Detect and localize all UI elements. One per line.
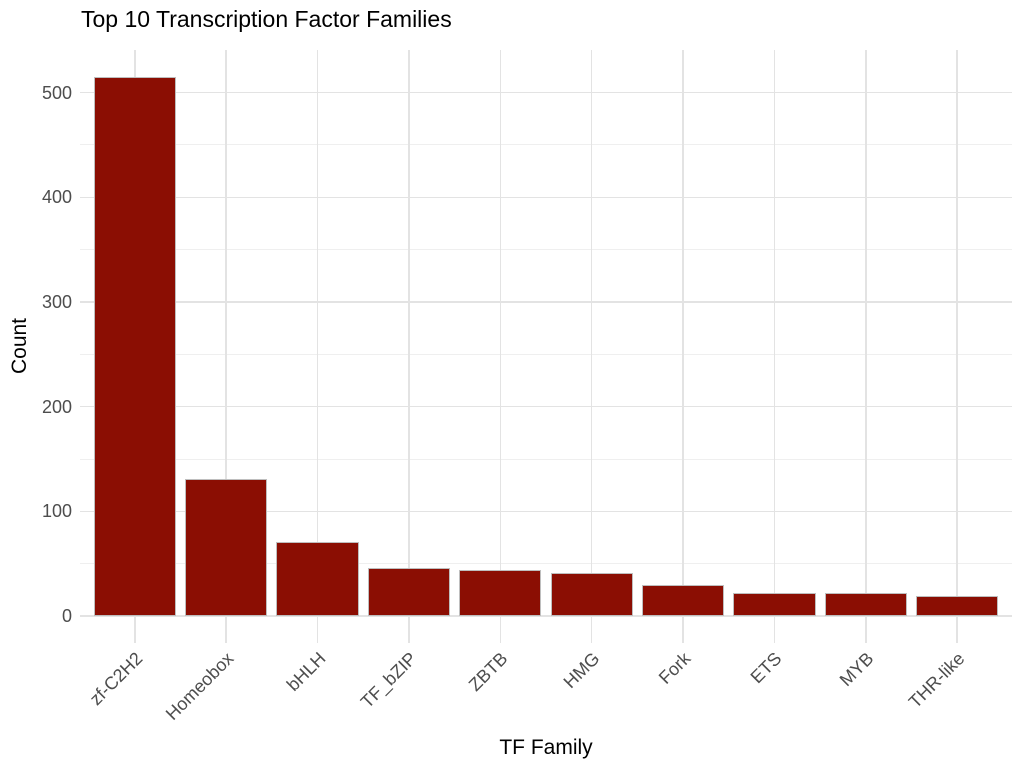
y-gridline-minor — [80, 458, 1012, 460]
y-tick-label: 300 — [41, 292, 72, 312]
y-gridline-major — [80, 301, 1012, 303]
y-tick-label: 200 — [41, 396, 72, 417]
bar-bHLH — [276, 541, 359, 617]
x-tick-label: bHLH — [282, 648, 330, 695]
x-tick-label: HMG — [559, 648, 604, 693]
bar-Fork — [641, 584, 725, 617]
y-gridline-major — [80, 510, 1012, 513]
x-tick-label: ETS — [746, 648, 786, 688]
y-gridline-major — [80, 615, 1012, 617]
bar-TF_bZIP — [367, 567, 451, 617]
x-tick-label: TF_bZIP — [356, 648, 421, 712]
y-gridline-major — [80, 196, 1012, 199]
bar-Homeobox — [185, 478, 268, 617]
x-tick-label: Fork — [654, 648, 695, 688]
y-gridline-minor — [80, 353, 1012, 355]
x-tick-label: Homeobox — [161, 648, 238, 724]
x-axis-title: TF Family — [499, 736, 593, 759]
x-gridline — [316, 50, 319, 643]
plot-panel — [80, 50, 1012, 643]
bar-HMG — [550, 573, 633, 617]
x-gridline — [225, 50, 227, 643]
x-tick-label: MYB — [835, 648, 878, 691]
x-tick-label: THR-like — [904, 648, 969, 712]
x-tick-label: zf-C2H2 — [85, 648, 147, 710]
bar-ETS — [733, 593, 816, 617]
y-axis-title: Count — [8, 317, 31, 375]
chart-title: Top 10 Transcription Factor Families — [81, 6, 452, 32]
bar-THR-like — [916, 596, 999, 617]
bar-MYB — [824, 593, 907, 617]
y-tick-label: 100 — [41, 501, 72, 522]
x-gridline — [682, 50, 684, 643]
x-tick-label: ZBTB — [465, 648, 512, 695]
y-tick-label: 0 — [61, 606, 72, 627]
x-gridline — [956, 50, 958, 643]
y-gridline-minor — [80, 563, 1012, 565]
bar-ZBTB — [459, 569, 542, 617]
x-gridline — [773, 50, 776, 643]
y-tick-label: 400 — [41, 187, 72, 208]
x-gridline — [499, 50, 502, 643]
y-gridline-minor — [80, 144, 1012, 146]
x-gridline — [865, 50, 867, 643]
bar-zf-C2H2 — [93, 76, 176, 617]
y-gridline-major — [80, 91, 1012, 94]
y-gridline-minor — [80, 249, 1012, 251]
y-tick-label: 500 — [41, 82, 72, 103]
x-gridline — [590, 50, 593, 643]
x-gridline — [408, 50, 410, 643]
y-gridline-major — [80, 405, 1012, 408]
